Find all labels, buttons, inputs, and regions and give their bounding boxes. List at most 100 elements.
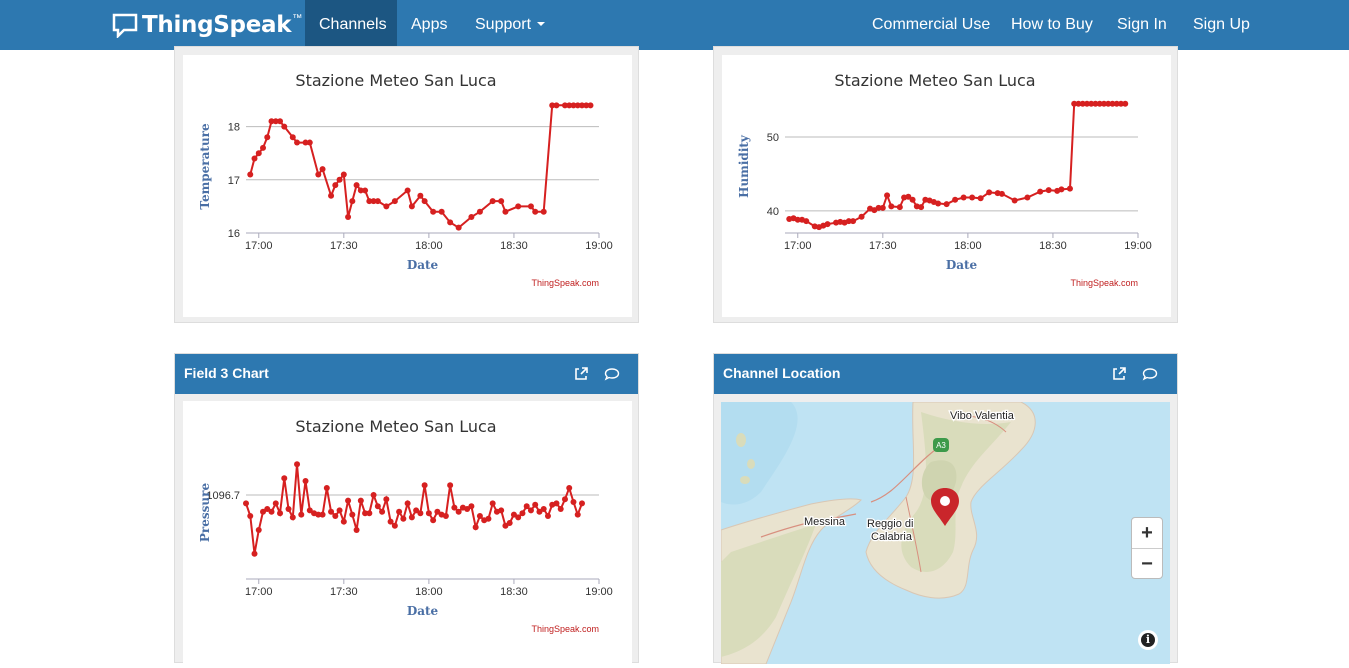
location-marker-icon[interactable]: [931, 488, 959, 526]
data-point: [413, 507, 420, 514]
nav-apps[interactable]: Apps: [411, 16, 448, 33]
data-point: [1105, 100, 1112, 107]
data-point: [583, 102, 590, 109]
channel-location-map[interactable]: A3 Vibo Valentia Messina Reggio di Calab…: [721, 402, 1170, 664]
data-point: [349, 198, 356, 205]
nav-how-to-buy[interactable]: How to Buy: [1011, 16, 1093, 33]
data-point: [455, 224, 462, 231]
data-point: [285, 506, 292, 512]
data-point: [404, 500, 411, 507]
data-point: [272, 118, 279, 125]
data-point: [845, 218, 852, 225]
data-point: [850, 218, 857, 225]
brand-trademark: ™: [292, 12, 303, 24]
data-point: [1024, 194, 1031, 201]
field3-panel: Field 3 Chart Stazione Meteo San Luca 109…: [174, 353, 639, 663]
x-tick-label: 17:00: [784, 240, 812, 252]
chart-title: Stazione Meteo San Luca: [295, 71, 496, 90]
data-point: [1011, 197, 1018, 204]
map-info-button[interactable]: i: [1138, 630, 1158, 650]
nav-channels[interactable]: Channels: [305, 0, 397, 50]
x-tick-label: 19:00: [585, 586, 613, 598]
data-point: [566, 485, 573, 491]
data-point: [905, 193, 912, 200]
data-point: [918, 204, 925, 211]
data-point: [1088, 100, 1095, 107]
map-label-messina: Messina: [804, 516, 846, 528]
y-tick-label: 1096.7: [206, 490, 240, 502]
data-point: [379, 508, 386, 515]
brand-name: ThingSpeak: [142, 12, 292, 38]
external-link-icon[interactable]: [573, 366, 589, 382]
nav-support[interactable]: Support: [461, 0, 559, 50]
data-point: [383, 496, 390, 503]
location-panel-title: Channel Location: [723, 365, 841, 381]
data-point: [464, 506, 471, 512]
data-point: [1075, 100, 1082, 107]
zoom-in-button[interactable]: +: [1141, 522, 1153, 544]
data-point: [357, 497, 364, 504]
nav-sign-in[interactable]: Sign In: [1117, 16, 1167, 33]
data-point: [1079, 100, 1086, 107]
a3-road-label: A3: [936, 441, 946, 450]
data-point: [323, 485, 330, 491]
data-point: [251, 155, 258, 162]
info-icon: i: [1141, 633, 1155, 647]
data-point: [366, 510, 373, 517]
data-point: [442, 513, 449, 519]
data-point: [421, 482, 428, 489]
data-point: [532, 208, 539, 215]
data-point: [370, 492, 377, 498]
data-point: [336, 176, 343, 183]
series-line: [249, 104, 591, 229]
data-point: [489, 500, 496, 507]
nav-commercial-use[interactable]: Commercial Use: [872, 16, 991, 33]
map-label-reggio: Reggio di: [867, 518, 913, 530]
data-point: [362, 187, 369, 194]
data-point: [544, 513, 551, 519]
data-point: [247, 171, 254, 178]
top-navbar: ThingSpeak ™ Channels Apps Support Commer…: [0, 0, 1349, 50]
x-tick-label: 18:30: [500, 586, 528, 598]
x-tick-label: 18:30: [1039, 240, 1067, 252]
data-point: [549, 102, 556, 109]
comment-icon[interactable]: [1142, 366, 1158, 382]
data-point: [408, 514, 415, 521]
data-point: [260, 508, 267, 515]
x-tick-label: 19:00: [1124, 240, 1152, 252]
y-axis-label: Humidity: [737, 134, 751, 198]
data-point: [485, 515, 492, 522]
x-tick-label: 17:00: [245, 240, 273, 252]
nav-sign-up[interactable]: Sign Up: [1193, 16, 1250, 33]
x-tick-label: 18:00: [415, 586, 443, 598]
data-point: [438, 208, 445, 215]
data-point: [540, 208, 547, 215]
data-point: [434, 508, 441, 515]
data-point: [294, 461, 301, 468]
x-tick-label: 18:00: [954, 240, 982, 252]
data-point: [476, 208, 483, 215]
data-point: [281, 475, 288, 482]
chart-credit-link[interactable]: ThingSpeak.com: [531, 278, 599, 288]
data-point: [277, 118, 284, 125]
data-point: [557, 506, 564, 512]
data-point: [875, 204, 882, 211]
data-point: [264, 134, 271, 141]
chart-credit-link[interactable]: ThingSpeak.com: [1070, 278, 1138, 288]
data-point: [319, 166, 326, 173]
comment-icon[interactable]: [604, 366, 620, 382]
chart-credit-link[interactable]: ThingSpeak.com: [531, 624, 599, 634]
data-point: [425, 510, 432, 517]
data-point: [447, 482, 454, 489]
thingspeak-logo[interactable]: ThingSpeak ™: [112, 9, 302, 41]
data-point: [315, 511, 322, 518]
data-point: [510, 511, 517, 518]
zoom-divider: [1132, 548, 1162, 549]
data-point: [336, 507, 343, 514]
data-point: [447, 219, 454, 226]
zoom-out-button[interactable]: −: [1141, 553, 1153, 575]
external-link-icon[interactable]: [1111, 366, 1127, 382]
y-tick-label: 50: [767, 132, 779, 144]
pressure-chart: Stazione Meteo San Luca 1096.7 17:00 17:30 1…: [198, 417, 613, 634]
data-point: [1037, 188, 1044, 195]
